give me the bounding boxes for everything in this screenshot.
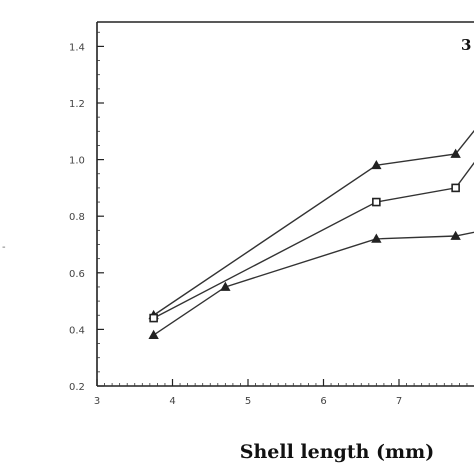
y-tick-label: 1.4 <box>69 42 85 53</box>
series-3-line <box>153 231 474 336</box>
x-tick-label: 6 <box>320 396 326 407</box>
series-1-point <box>371 159 382 170</box>
x-tick-label: 3 <box>94 396 100 407</box>
chart-marks <box>148 129 474 339</box>
x-axis-title: Shell length (mm) <box>240 441 434 463</box>
series-2-point <box>372 197 381 207</box>
x-tick-label: 7 <box>396 396 402 407</box>
series-2-point <box>451 183 460 193</box>
panel-label: 3 <box>461 36 471 54</box>
y-tick-label: 0.4 <box>69 325 85 336</box>
series-2-line <box>153 161 474 319</box>
series-1-point <box>450 148 461 158</box>
series-2-point <box>149 313 158 323</box>
y-tick-label: 0.2 <box>69 382 85 393</box>
series-3-point <box>148 329 159 339</box>
chart-axes: 3 4 5 6 7 0.2 0.4 0.6 0.8 1.0 1.2 1.4 <box>69 21 474 407</box>
y-tick-label: 1.0 <box>69 156 85 167</box>
series-3-point <box>371 233 382 243</box>
y-tick-label: 0.6 <box>69 269 85 280</box>
y-tick-label: 1.2 <box>69 99 85 110</box>
y-axis-edge-fragment: - <box>2 242 6 253</box>
x-tick-label: 4 <box>169 396 175 407</box>
y-tick-label: 0.8 <box>69 212 85 223</box>
series-1-line <box>153 129 474 316</box>
x-tick-label: 5 <box>245 396 251 407</box>
series-3-point <box>220 281 231 291</box>
series-3-point <box>450 230 461 240</box>
